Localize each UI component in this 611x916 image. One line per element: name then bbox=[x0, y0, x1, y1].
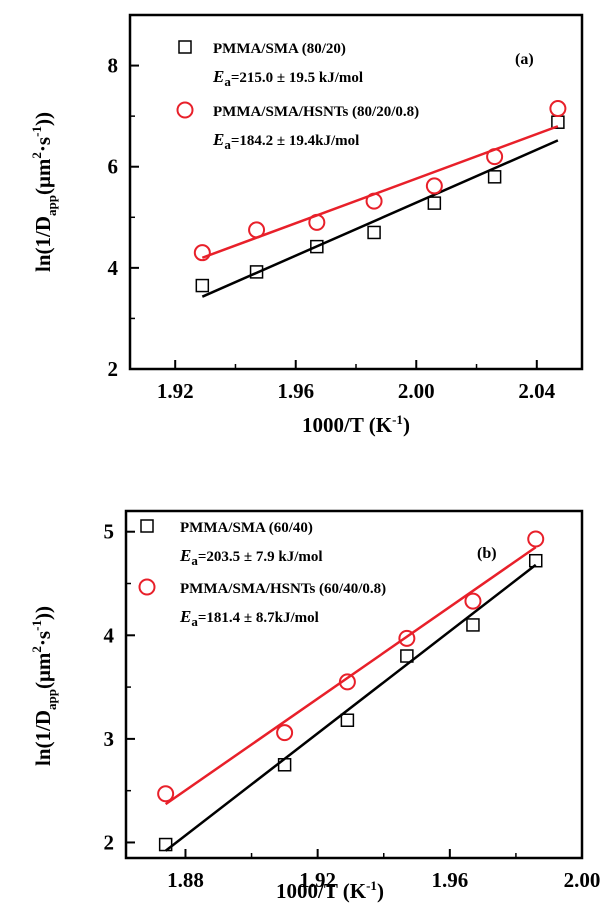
series-black-squares bbox=[158, 553, 543, 852]
activation-energy-label: Ea=181.4 ± 8.7kJ/mol bbox=[179, 607, 319, 629]
data-point bbox=[466, 618, 480, 632]
x-tick-label: 2.00 bbox=[398, 379, 435, 403]
legend-marker bbox=[140, 519, 154, 533]
y-axis-title: ln(1/Dapp(μm2·s-1)) bbox=[29, 606, 59, 766]
data-point bbox=[425, 177, 443, 195]
data-point bbox=[158, 837, 173, 852]
legend-marker bbox=[178, 40, 192, 54]
x-axis-title: 1000/T (K-1) bbox=[276, 878, 384, 903]
series-red-circles bbox=[157, 530, 545, 806]
x-axis-title: 1000/T (K-1) bbox=[302, 412, 410, 437]
y-tick-label: 6 bbox=[108, 155, 119, 179]
legend-label: PMMA/SMA (60/40) bbox=[180, 520, 313, 536]
chart-panel-a: 1.92 1.96 2.00 2.04 2 4 6 8 1000/T (K-1) ln(1/Dap… bbox=[29, 13, 584, 437]
data-point bbox=[276, 724, 294, 742]
chart-panel-b: 1.88 1.92 1.96 2.00 2 3 4 5 1000/T (K-1) ln(1/Dap… bbox=[29, 509, 601, 903]
y-axis-title: ln(1/Dapp(μm2·s-1)) bbox=[29, 112, 59, 272]
data-point bbox=[549, 100, 567, 118]
plot-frame bbox=[128, 13, 584, 371]
fit-line bbox=[201, 139, 559, 298]
panel-annotation: (b) bbox=[477, 545, 497, 562]
y-tick-label: 4 bbox=[104, 623, 115, 647]
data-point bbox=[398, 629, 416, 647]
data-point bbox=[308, 213, 326, 231]
activation-energy-label: Ea=184.2 ± 19.4kJ/mol bbox=[212, 130, 359, 152]
data-point bbox=[277, 758, 292, 772]
data-point bbox=[528, 553, 543, 568]
x-tick-label: 1.92 bbox=[157, 379, 194, 403]
legend-marker bbox=[138, 578, 156, 596]
data-point bbox=[193, 244, 211, 262]
legend-marker bbox=[176, 101, 194, 119]
y-tick-label: 3 bbox=[104, 727, 115, 751]
legend-label: PMMA/SMA (80/20) bbox=[213, 41, 346, 57]
y-tick-label: 2 bbox=[104, 830, 115, 854]
data-point bbox=[487, 170, 502, 184]
data-point bbox=[367, 225, 381, 240]
panel-annotation: (a) bbox=[515, 51, 534, 68]
data-point bbox=[249, 265, 264, 279]
x-tick-label: 1.88 bbox=[167, 868, 204, 892]
legend-label: PMMA/SMA/HSNTs (80/20/0.8) bbox=[213, 104, 419, 120]
data-point bbox=[248, 221, 266, 239]
data-point bbox=[464, 592, 482, 610]
data-point bbox=[157, 785, 175, 803]
data-point bbox=[365, 192, 383, 210]
y-tick-label: 5 bbox=[104, 520, 115, 544]
data-point bbox=[427, 196, 442, 210]
y-tick-label: 4 bbox=[108, 256, 119, 280]
data-point bbox=[195, 278, 210, 293]
series-red-circles bbox=[193, 100, 567, 262]
legend-label: PMMA/SMA/HSNTs (60/40/0.8) bbox=[180, 581, 386, 597]
y-tick-label: 8 bbox=[108, 54, 119, 78]
fit-line bbox=[164, 563, 537, 852]
data-point bbox=[340, 713, 355, 727]
series-black-squares bbox=[195, 115, 565, 298]
plot-frame bbox=[124, 509, 584, 860]
x-tick-label: 1.96 bbox=[277, 379, 314, 403]
activation-energy-label: Ea=215.0 ± 19.5 kJ/mol bbox=[212, 67, 363, 89]
data-point bbox=[400, 649, 414, 663]
data-point bbox=[486, 148, 504, 166]
activation-energy-label: Ea=203.5 ± 7.9 kJ/mol bbox=[179, 546, 323, 568]
x-tick-label: 1.96 bbox=[431, 868, 468, 892]
x-tick-label: 2.00 bbox=[564, 868, 601, 892]
y-tick-label: 2 bbox=[108, 357, 119, 381]
data-point bbox=[338, 673, 356, 691]
data-point bbox=[310, 239, 324, 254]
x-tick-label: 1.92 bbox=[299, 868, 336, 892]
data-point bbox=[527, 530, 545, 548]
x-tick-label: 2.04 bbox=[518, 379, 555, 403]
